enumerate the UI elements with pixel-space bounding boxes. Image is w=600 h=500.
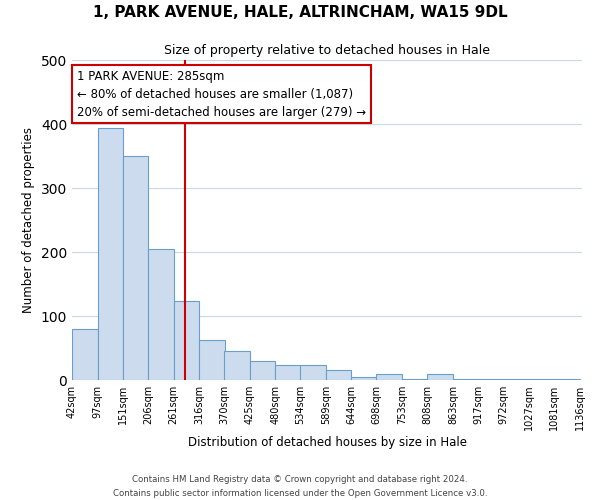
Bar (98, 128, 123, 380)
X-axis label: Distribution of detached houses by size in Hale: Distribution of detached houses by size … (187, 436, 467, 449)
Bar (224, 351, 250, 380)
Bar (352, 377, 377, 380)
Text: 1 PARK AVENUE: 285sqm
← 80% of detached houses are smaller (1,087)
20% of semi-d: 1 PARK AVENUE: 285sqm ← 80% of detached … (77, 70, 366, 118)
Text: 1, PARK AVENUE, HALE, ALTRINCHAM, WA15 9DL: 1, PARK AVENUE, HALE, ALTRINCHAM, WA15 9… (92, 5, 508, 20)
Bar (122, 156, 148, 380)
Bar (250, 361, 275, 380)
Title: Size of property relative to detached houses in Hale: Size of property relative to detached ho… (164, 44, 490, 58)
Bar (402, 378, 427, 380)
Bar (173, 302, 199, 380)
Bar (453, 378, 479, 380)
Bar (427, 374, 453, 380)
Bar (199, 340, 224, 380)
Bar (72, 329, 98, 380)
Bar (326, 370, 352, 380)
Bar (275, 364, 301, 380)
Bar (503, 378, 529, 380)
Bar (301, 364, 326, 380)
Y-axis label: Number of detached properties: Number of detached properties (22, 127, 35, 313)
Bar (148, 249, 173, 380)
Bar (478, 378, 503, 380)
Text: Contains HM Land Registry data © Crown copyright and database right 2024.
Contai: Contains HM Land Registry data © Crown c… (113, 476, 487, 498)
Bar (376, 374, 402, 380)
